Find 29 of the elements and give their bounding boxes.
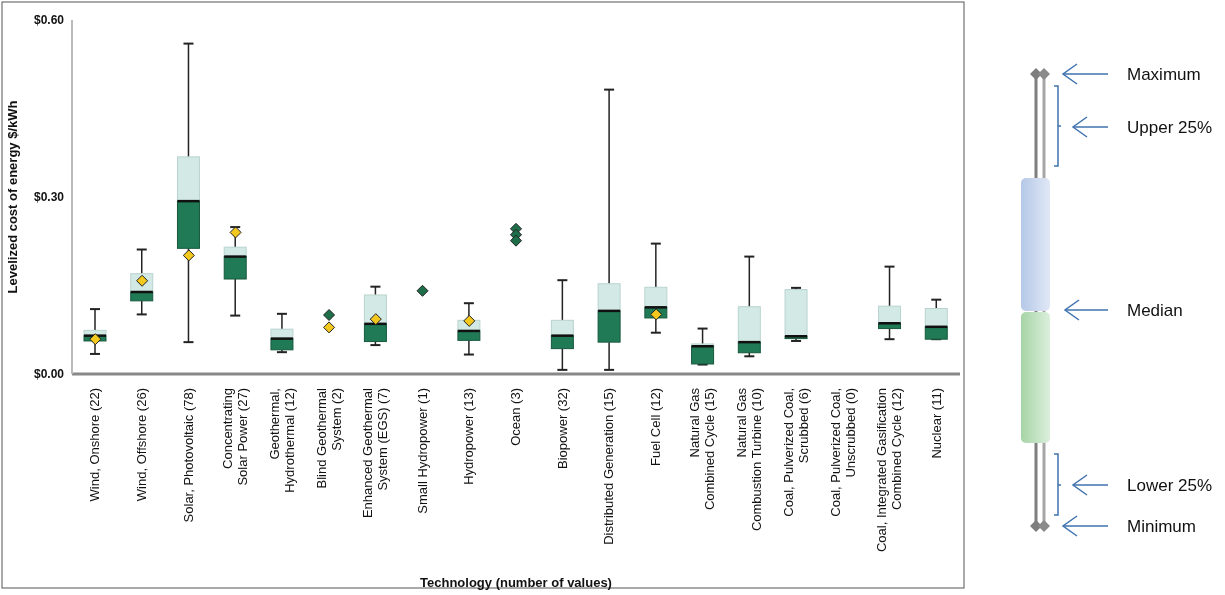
text: Median — [1127, 301, 1183, 320]
x-tick-label: Nuclear (11) — [928, 388, 944, 459]
x-tick-label: Natural Gas Combined Cycle (15) — [687, 387, 718, 511]
x-tick-label: Blind Geothermal System (2) — [313, 387, 344, 489]
x-tick-label: Concentrating Solar Power (27) — [220, 388, 251, 486]
text: Lower 25% — [1127, 476, 1213, 495]
x-tick-label: Fuel Cell (12) — [648, 388, 664, 467]
y-tick-label: $0.60 — [33, 13, 65, 28]
x-tick-label: Enhanced Geothermal System (EGS) (7) — [360, 387, 391, 519]
x-tick-label: Wind, Offshore (26) — [134, 388, 150, 502]
x-tick-label: Distributed Generation (15) — [601, 388, 617, 545]
x-tick-label: Ocean (3) — [508, 388, 523, 446]
y-tick-label: $0.30 — [33, 190, 65, 205]
x-tick-label: Hydropower (13) — [461, 388, 477, 485]
text: Minimum — [1127, 517, 1196, 536]
y-tick-label: $0.00 — [33, 367, 65, 382]
x-tick-label: Coal, Integrated Gasification Combined Cycle (12) — [874, 388, 905, 553]
x-tick-label: Wind, Onshore (22) — [87, 388, 103, 502]
x-tick-label: Natural Gas Combustion Turbine (10) — [734, 387, 765, 532]
y-axis-title: Levelized cost of energy $/kWh — [4, 100, 20, 294]
x-tick-label: Coal, Pulverized Coal, Scrubbed (6) — [780, 388, 811, 517]
x-tick-label: Solar, Photovoltaic (78) — [180, 388, 196, 523]
x-tick-label: Geothermal, Hydrothermal (12) — [266, 388, 297, 493]
x-tick-label: Biopower (32) — [554, 388, 570, 469]
text: Maximum — [1127, 65, 1201, 84]
text: Upper 25% — [1127, 118, 1213, 137]
x-tick-label: Small Hydropower (1) — [414, 388, 430, 514]
x-axis-title: Technology (number of values) — [420, 575, 612, 590]
x-tick-label: Coal, Pulverized Coal, Unscrubbed (0) — [827, 388, 858, 517]
